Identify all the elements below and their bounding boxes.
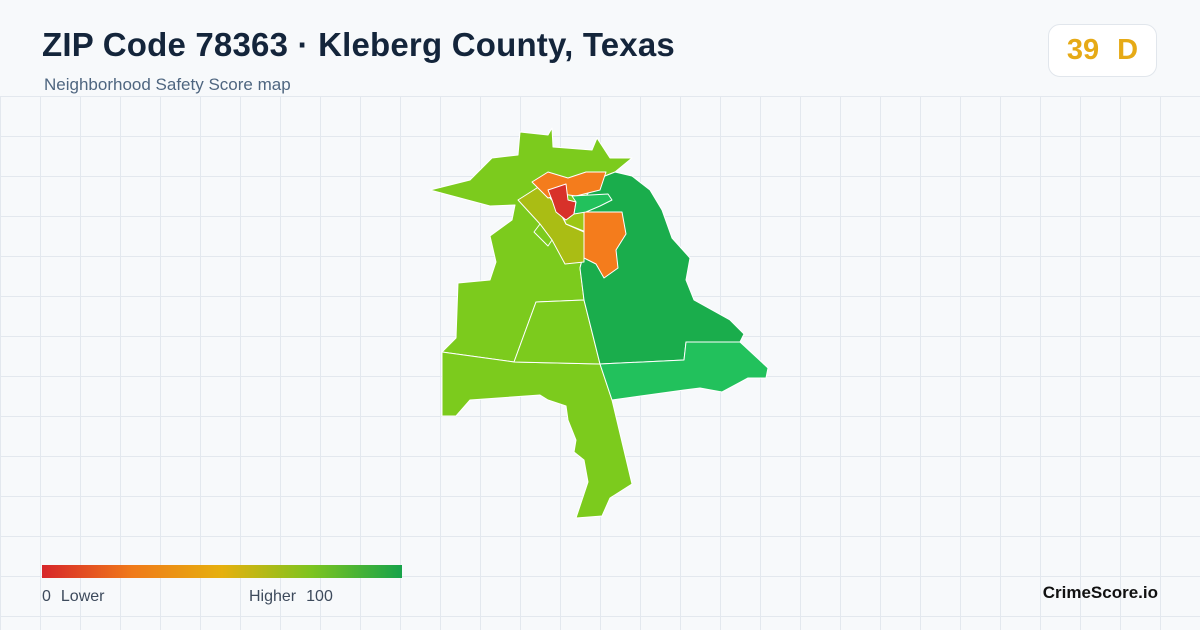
map-region-south[interactable] <box>441 351 633 519</box>
map-region-urban-orange-south[interactable] <box>583 211 627 279</box>
map-region-urban-green[interactable] <box>571 193 613 215</box>
map-region-southeast[interactable] <box>599 341 769 401</box>
legend-low: 0 Lower <box>42 588 114 606</box>
legend-min-label: Lower <box>60 588 105 605</box>
map-region-urban-lime-small[interactable] <box>533 223 553 247</box>
legend-gradient-bar <box>42 565 402 578</box>
brand-logo-text[interactable]: CrimeScore.io <box>1042 583 1158 602</box>
safety-score-badge: 39 D <box>1048 24 1157 77</box>
legend-max-value: 100 <box>306 588 333 605</box>
legend-high: Higher 100 <box>249 588 343 606</box>
score-value: 39 <box>1066 34 1100 66</box>
header <box>0 0 1200 97</box>
page-title: ZIP Code 78363 · Kleberg County, Texas <box>42 26 675 63</box>
legend-min-value: 0 <box>42 588 51 605</box>
legend-max-label: Higher <box>249 588 297 605</box>
score-grade: D <box>1117 34 1139 66</box>
page-subtitle: Neighborhood Safety Score map <box>44 75 291 94</box>
